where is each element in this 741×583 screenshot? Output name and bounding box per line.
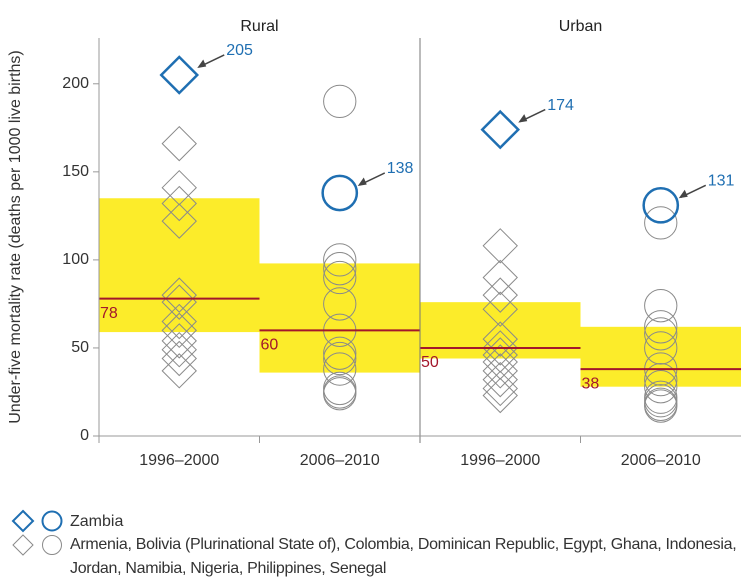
median-label: 38	[582, 375, 600, 392]
marker-diamond	[161, 203, 197, 239]
arrow-head	[197, 59, 207, 68]
marker-diamond	[480, 109, 521, 150]
marker-circle	[323, 377, 357, 411]
marker-diamond	[482, 353, 518, 389]
marker-circle	[644, 310, 678, 344]
median-label: 78	[100, 305, 118, 322]
arrow-head	[518, 114, 528, 123]
marker-circle	[644, 389, 678, 423]
marker-diamond	[482, 330, 518, 366]
marker-circle	[642, 186, 680, 224]
marker-diamond	[161, 284, 197, 320]
x-tick-label: 2006–2010	[300, 452, 380, 469]
marker-diamond	[12, 534, 34, 556]
marker-circle	[644, 370, 678, 404]
marker-diamond	[161, 303, 197, 340]
marker-circle	[644, 362, 678, 397]
zambia-label: 138	[387, 160, 414, 177]
panel-title: Rural	[240, 18, 278, 35]
marker-diamond	[482, 259, 518, 296]
marker-diamond	[482, 361, 518, 398]
marker-circle	[644, 206, 678, 240]
marker-diamond	[482, 321, 518, 357]
marker-diamond	[159, 55, 200, 95]
marker-circle	[323, 336, 357, 370]
marker-circle	[323, 375, 357, 409]
marker-diamond	[161, 185, 197, 222]
y-tick-label: 150	[62, 163, 89, 180]
marker-circle	[323, 243, 357, 277]
x-tick-label: 1996–2000	[460, 452, 540, 469]
marker-diamond	[161, 332, 197, 368]
marker-circle	[644, 331, 678, 365]
marker-circle	[644, 289, 678, 323]
zambia-label: 205	[226, 42, 253, 59]
marker-circle	[42, 535, 62, 555]
marker-circle	[323, 341, 357, 376]
marker-circle	[644, 387, 678, 421]
y-tick-label: 50	[71, 339, 89, 356]
marker-circle	[323, 260, 357, 295]
median-label: 60	[261, 337, 279, 354]
marker-diamond	[161, 323, 197, 359]
y-tick-label: 200	[62, 75, 89, 92]
marker-circle	[644, 317, 678, 351]
iqr-box	[259, 263, 420, 373]
marker-diamond	[482, 277, 518, 313]
marker-circle	[323, 287, 357, 321]
legend-others: Armenia, Bolivia (Plurinational State of…	[70, 536, 737, 577]
zambia-label: 131	[708, 173, 735, 190]
marker-circle	[41, 510, 63, 532]
marker-circle	[323, 252, 357, 286]
marker-circle	[323, 84, 357, 119]
arrow-head	[678, 189, 688, 199]
marker-diamond	[482, 370, 518, 407]
y-tick-label: 100	[62, 251, 89, 268]
legend-label: Zambia	[70, 513, 123, 530]
x-tick-label: 2006–2010	[621, 452, 701, 469]
marker-diamond	[161, 353, 197, 389]
marker-circle	[323, 352, 357, 386]
arrow-head	[357, 177, 367, 186]
marker-diamond	[11, 509, 35, 533]
y-axis-label: Under-five mortality rate (deaths per 10…	[7, 50, 24, 424]
marker-diamond	[161, 277, 197, 313]
marker-diamond	[161, 125, 197, 162]
marker-diamond	[482, 377, 518, 414]
x-tick-label: 1996–2000	[139, 452, 219, 469]
marker-diamond	[482, 228, 518, 264]
marker-circle	[321, 174, 359, 212]
marker-diamond	[161, 340, 197, 377]
iqr-box	[580, 326, 741, 387]
marker-diamond	[482, 291, 518, 327]
marker-diamond	[161, 312, 197, 349]
y-tick-label: 0	[80, 427, 89, 444]
zambia-label: 174	[547, 97, 574, 114]
median-label: 50	[421, 354, 439, 371]
panel-title: Urban	[559, 18, 603, 35]
